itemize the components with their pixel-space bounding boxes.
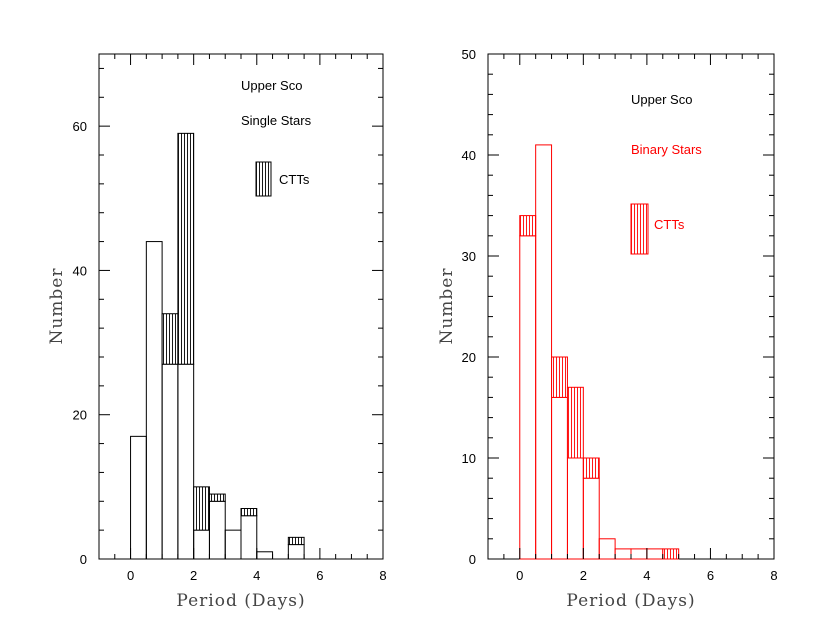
bar-ctt [519, 215, 537, 237]
bar-ctt [662, 548, 680, 560]
y-tick-label: 50 [462, 47, 476, 62]
y-tick-label: 0 [469, 552, 476, 567]
x-tick-label: 4 [643, 568, 650, 583]
annotation-upper-sco: Upper Sco [631, 92, 692, 107]
bar-non-ctt [519, 235, 537, 560]
annotation-binary-stars: Binary Stars [631, 142, 702, 157]
legend-ctt-swatch [630, 203, 649, 255]
bar-non-ctt [614, 548, 632, 560]
y-tick-label: 20 [462, 350, 476, 365]
y-tick-label: 10 [462, 451, 476, 466]
histogram-bars [130, 132, 305, 560]
x-tick-label: 8 [770, 568, 777, 583]
bar-non-ctt [208, 500, 226, 560]
bar-ctt [193, 486, 210, 531]
y-tick-label: 30 [462, 249, 476, 264]
x-tick-label: 0 [127, 568, 134, 583]
legend-ctt-label: CTTs [654, 217, 685, 232]
y-axis-title: Number [437, 267, 457, 344]
bar-non-ctt [535, 144, 553, 560]
legend: CTTs [255, 161, 310, 197]
bar-non-ctt [240, 515, 258, 560]
bar-ctt [287, 536, 305, 546]
legend-ctt-swatch [255, 161, 272, 197]
bar-non-ctt [224, 529, 242, 560]
bar-non-ctt [145, 241, 163, 560]
annotation-single-stars: Single Stars [241, 113, 312, 128]
bar-non-ctt [130, 435, 147, 560]
y-axis-title: Number [47, 267, 67, 344]
bar-non-ctt [161, 363, 179, 560]
x-axis-title: Period (Days) [176, 591, 305, 611]
histogram-bars [519, 144, 680, 560]
bar-ctt [551, 356, 568, 398]
bar-ctt [208, 493, 226, 502]
bar-ctt [161, 313, 179, 365]
x-tick-label: 2 [190, 568, 197, 583]
y-tick-label: 0 [80, 552, 87, 567]
bar-ctt [177, 132, 195, 365]
tick-labels: 0 2 4 6 8 0 10 20 30 40 50 [462, 47, 778, 583]
binary-stars-histogram: 0 2 4 6 8 0 10 20 30 40 50 Period (Days) Number Up… [437, 47, 778, 611]
bar-non-ctt [287, 544, 305, 560]
x-axis-title: Period (Days) [566, 591, 695, 611]
single-stars-histogram: 0 2 4 6 8 0 20 40 60 Period (Days) Number Upper … [47, 53, 387, 611]
bar-non-ctt [256, 551, 274, 560]
bar-non-ctt [582, 477, 600, 560]
y-tick-label: 60 [73, 119, 87, 134]
x-tick-label: 6 [316, 568, 323, 583]
bar-ctt [240, 508, 258, 517]
y-tick-label: 20 [73, 408, 87, 423]
bar-non-ctt [551, 396, 568, 560]
x-tick-label: 2 [580, 568, 587, 583]
x-tick-label: 8 [379, 568, 386, 583]
y-tick-label: 40 [73, 263, 87, 278]
bar-non-ctt [646, 548, 664, 560]
bar-non-ctt [566, 457, 584, 560]
axis-ticks [98, 54, 384, 560]
x-tick-label: 0 [516, 568, 523, 583]
bar-ctt [566, 386, 584, 459]
bar-non-ctt [598, 538, 616, 560]
legend-ctt-label: CTTs [279, 172, 310, 187]
bar-ctt [582, 457, 600, 479]
bar-non-ctt [630, 548, 648, 560]
axis-ticks [487, 53, 775, 560]
bar-non-ctt [177, 363, 195, 560]
y-tick-label: 40 [462, 148, 476, 163]
x-tick-label: 4 [253, 568, 260, 583]
tick-labels: 0 2 4 6 8 0 20 40 60 [73, 119, 387, 583]
x-tick-label: 6 [707, 568, 714, 583]
bar-non-ctt [193, 529, 210, 560]
plot-frame [487, 53, 775, 560]
plot-frame [98, 53, 384, 560]
annotation-upper-sco: Upper Sco [241, 78, 302, 93]
legend: CTTs [630, 203, 685, 255]
